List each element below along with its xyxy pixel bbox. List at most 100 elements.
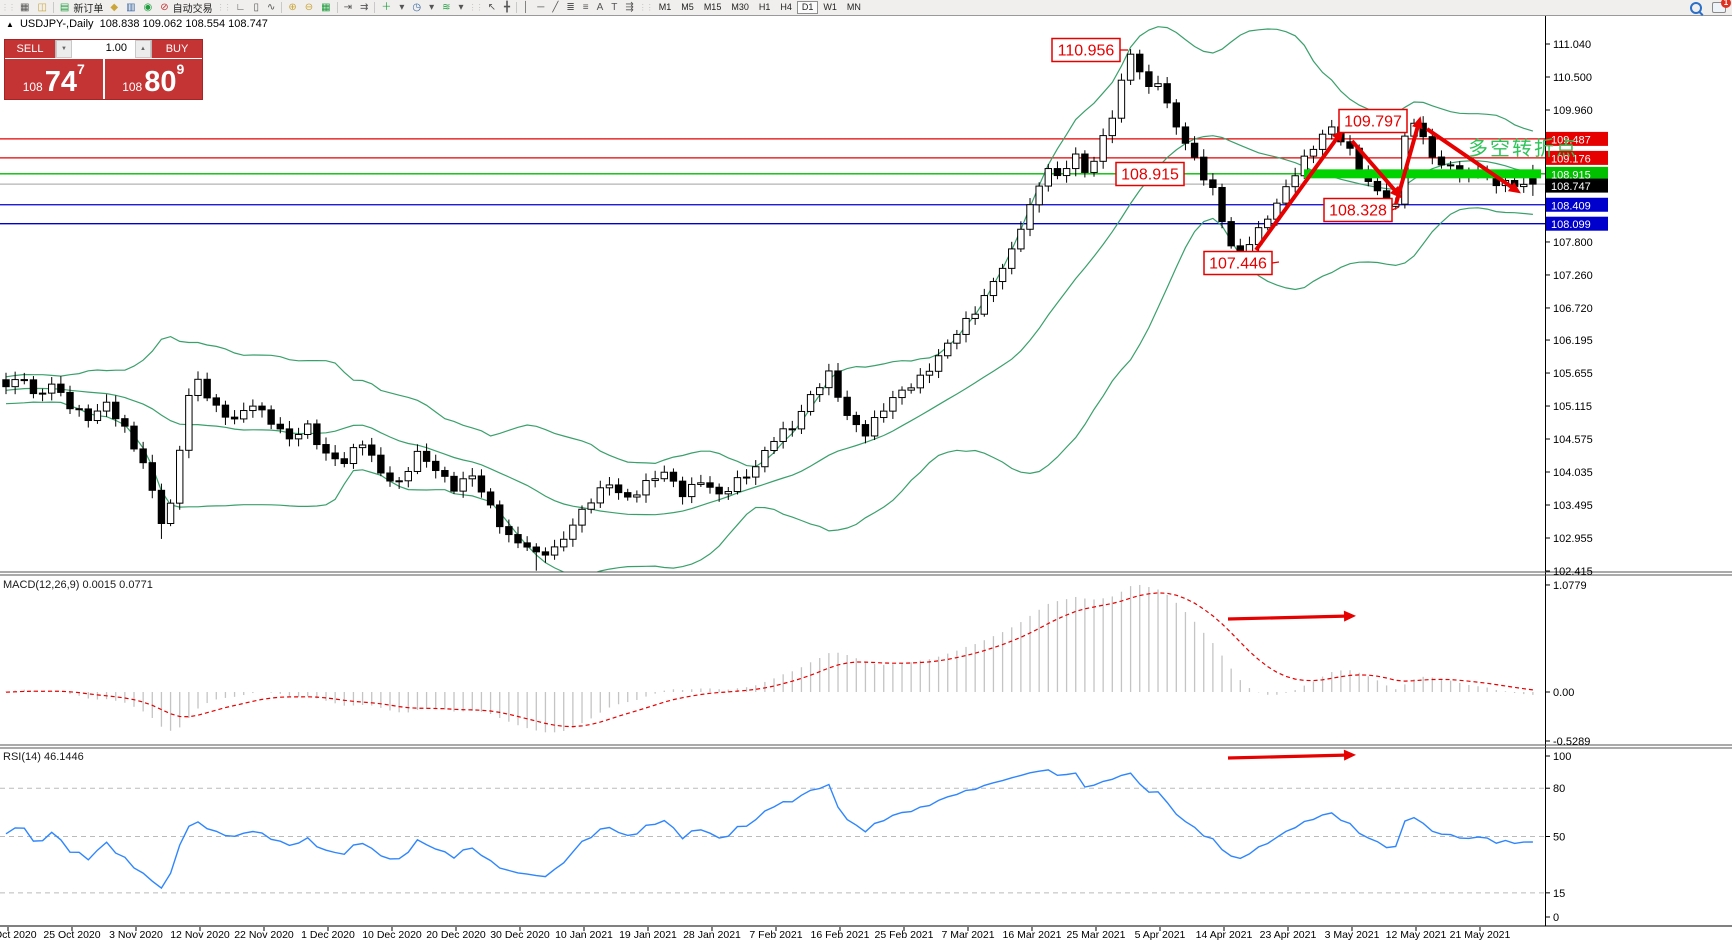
dropdown-icon[interactable]: ▾ xyxy=(429,2,435,13)
ohlc-low: 108.554 xyxy=(185,18,226,30)
timeframe-mn[interactable]: MN xyxy=(846,2,861,12)
rsi-scale[interactable]: 100 80 50 15 0 xyxy=(1546,751,1571,924)
svg-text:-0.5289: -0.5289 xyxy=(1553,736,1590,748)
timeframe-d1[interactable]: D1 xyxy=(796,1,819,14)
chat-icon[interactable]: 1 xyxy=(1712,0,1731,13)
svg-text:108.747: 108.747 xyxy=(1551,181,1591,193)
volume-value[interactable]: 1.00 xyxy=(105,42,127,54)
price-annotation-boxes[interactable]: 110.956 109.797 108.915 108.328 107.446 xyxy=(1051,37,1408,276)
buy-price-panel[interactable]: 108 80 9 xyxy=(104,59,202,99)
line-chart-icon[interactable]: ∿ xyxy=(266,2,276,13)
navigator-icon[interactable]: ◆ xyxy=(110,2,119,13)
sell-button[interactable]: SELL xyxy=(5,40,55,58)
price-scale[interactable]: 111.040 110.500 109.960 107.800 107.260 106.7… xyxy=(1546,39,1608,578)
bar-chart-icon[interactable]: ∟ xyxy=(235,2,246,13)
signals-icon[interactable]: ◉ xyxy=(143,2,153,13)
dropdown-icon[interactable]: ▾ xyxy=(458,2,464,13)
macd-arrow[interactable] xyxy=(1227,610,1356,622)
date-label: 12 May 2021 xyxy=(1386,929,1447,940)
annotation-box-108.328[interactable] xyxy=(1323,197,1393,223)
rsi-indicator-label: RSI(14) 46.1446 xyxy=(3,751,84,763)
chart-window-icon[interactable]: ▦ xyxy=(20,2,30,13)
new-order-icon[interactable]: ▤ xyxy=(59,2,70,13)
svg-text:107.446: 107.446 xyxy=(1209,256,1267,273)
macd-scale[interactable]: 1.0779 0.00 -0.5289 xyxy=(1546,580,1590,748)
timeframe-m15[interactable]: M15 xyxy=(703,2,722,12)
auto-scroll-icon[interactable]: ⇉ xyxy=(359,2,369,13)
sell-price-main: 74 xyxy=(44,66,77,98)
toolbar-grip[interactable]: ⋮⋮ xyxy=(638,3,654,12)
vertical-line-icon[interactable]: │ xyxy=(523,2,530,13)
arrows-tool-icon[interactable]: ⇶ xyxy=(625,2,634,13)
date-label: 30 Dec 2020 xyxy=(490,929,550,940)
svg-text:108.409: 108.409 xyxy=(1551,200,1591,212)
autotrade-icon[interactable]: ⊘ xyxy=(160,2,169,13)
timeframe-m30[interactable]: M30 xyxy=(731,2,749,12)
separator xyxy=(374,2,376,13)
date-label: 12 Nov 2020 xyxy=(170,929,230,940)
date-label: 19 Jan 2021 xyxy=(619,929,677,940)
pivot-note-text[interactable]: 多空转折点 xyxy=(1468,137,1578,160)
price-badge-109.176 xyxy=(1546,150,1608,165)
rsi-arrow[interactable] xyxy=(1227,749,1356,761)
crosshair-icon[interactable]: ╋ xyxy=(503,2,510,13)
price-badge-108.099 xyxy=(1546,216,1608,231)
zoom-in-icon[interactable]: ⊕ xyxy=(288,2,297,13)
buy-button[interactable]: BUY xyxy=(152,40,202,58)
date-label: 15 Oct 2020 xyxy=(0,929,37,940)
indicators-icon[interactable]: ＋ xyxy=(381,2,392,13)
fibonacci-fan-icon[interactable]: ≡ xyxy=(582,2,589,13)
separator xyxy=(52,2,54,13)
date-label: 23 Apr 2021 xyxy=(1260,929,1317,940)
annotation-box-110.956[interactable] xyxy=(1051,37,1121,63)
text-label-icon[interactable]: T xyxy=(611,2,618,13)
support-zone-bar[interactable] xyxy=(1304,169,1541,179)
collapse-triangle-icon[interactable]: ▲ xyxy=(6,20,14,29)
candlestick-chart-icon[interactable]: ▯ xyxy=(253,2,259,13)
dropdown-icon[interactable]: ▾ xyxy=(399,2,405,13)
timeframe-m5[interactable]: M5 xyxy=(681,2,694,12)
tile-windows-icon[interactable]: ▦ xyxy=(321,2,331,13)
templates-icon[interactable]: ≋ xyxy=(442,2,451,13)
periods-icon[interactable]: ◷ xyxy=(412,2,422,13)
separator xyxy=(516,2,517,13)
chart-shift-icon[interactable]: ⇥ xyxy=(343,2,352,13)
toolbar-grip[interactable]: ⋮⋮ xyxy=(468,3,484,12)
sell-price-panel[interactable]: 108 74 7 xyxy=(5,59,103,99)
svg-text:102.415: 102.415 xyxy=(1553,566,1593,578)
timeframe-h1[interactable]: H1 xyxy=(758,2,771,12)
svg-text:15: 15 xyxy=(1553,888,1565,900)
timeframe-h4[interactable]: H4 xyxy=(780,2,792,12)
volume-increase-button[interactable]: ▲ xyxy=(135,40,151,58)
horizontal-level-lines[interactable] xyxy=(0,138,1545,225)
terminal-icon[interactable]: ▥ xyxy=(126,2,136,13)
cursor-icon[interactable]: ↖ xyxy=(487,2,496,13)
buy-price-main: 80 xyxy=(144,66,177,98)
rsi-pane xyxy=(0,769,1545,894)
new-order-button[interactable]: 新订单 xyxy=(73,4,104,15)
annotation-box-109.797[interactable] xyxy=(1338,108,1408,134)
time-scale[interactable]: 15 Oct 2020 25 Oct 2020 3 Nov 2020 12 Nov 2… xyxy=(0,927,1511,940)
annotation-box-108.915[interactable] xyxy=(1115,161,1185,187)
svg-text:108.915: 108.915 xyxy=(1551,169,1591,181)
trendline-icon[interactable]: ╱ xyxy=(552,2,559,13)
market-watch-icon[interactable]: ◫ xyxy=(37,2,47,13)
ohlc-high: 109.062 xyxy=(142,18,183,30)
autotrade-button[interactable]: 自动交易 xyxy=(172,4,213,15)
toolbar-grip[interactable]: ⋮⋮ xyxy=(216,3,232,12)
timeframe-m1[interactable]: M1 xyxy=(658,2,672,12)
buy-price-prefix: 108 xyxy=(122,80,143,94)
search-icon[interactable] xyxy=(1690,1,1702,14)
annotation-box-107.446[interactable] xyxy=(1203,250,1273,276)
horizontal-line-icon[interactable]: ─ xyxy=(537,2,545,13)
svg-text:105.115: 105.115 xyxy=(1553,401,1592,413)
toolbar-grip[interactable]: ⋮⋮ xyxy=(1,3,16,12)
timeframe-w1[interactable]: W1 xyxy=(823,2,837,12)
zoom-out-icon[interactable]: ⊖ xyxy=(304,2,314,13)
text-tool-icon[interactable]: A xyxy=(596,2,604,13)
volume-decrease-button[interactable]: ▼ xyxy=(56,40,72,58)
toolbar: ⋮⋮ ▦ ◫ ▤ 新订单 ◆ ▥ ◉ ⊘ 自动交易 ⋮⋮ ∟ ▯ ∿ ⊕ ⊖ ▦… xyxy=(0,0,1732,16)
fibonacci-icon[interactable]: ≣ xyxy=(566,2,575,13)
date-label: 10 Dec 2020 xyxy=(362,929,422,940)
